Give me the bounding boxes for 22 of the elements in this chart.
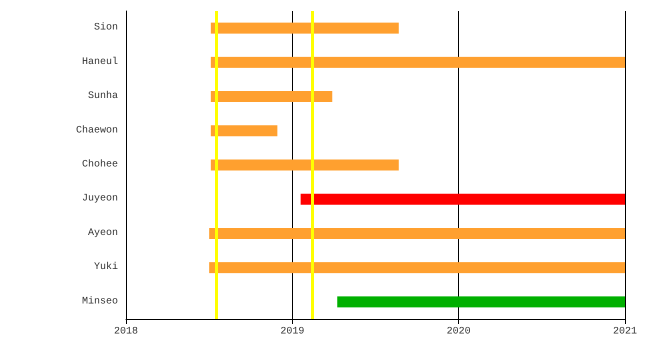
y-tick-label: Sunha: [88, 90, 118, 102]
bar: [209, 262, 625, 274]
x-tick-label: 2020: [446, 326, 471, 338]
y-tick-label: Chohee: [82, 158, 118, 170]
y-tick-label: Yuki: [94, 261, 118, 274]
y-tick-label: Haneul: [82, 56, 118, 68]
y-tick-label: Chaewon: [76, 124, 118, 136]
y-tick-label: Juyeon: [82, 194, 118, 205]
y-tick-label: Ayeon: [88, 228, 118, 239]
bar: [337, 296, 625, 308]
bar: [210, 91, 332, 102]
bar: [300, 194, 625, 205]
x-tick-label: 2018: [114, 326, 138, 338]
y-tick-label: Sion: [94, 22, 118, 34]
bar: [210, 56, 625, 68]
x-tick-label: 2021: [612, 326, 638, 338]
bar: [210, 22, 399, 34]
y-tick-label: Minseo: [82, 295, 118, 308]
x-tick-label: 2019: [280, 326, 304, 338]
bar: [209, 228, 625, 239]
bar: [210, 160, 399, 170]
bar: [210, 125, 278, 136]
